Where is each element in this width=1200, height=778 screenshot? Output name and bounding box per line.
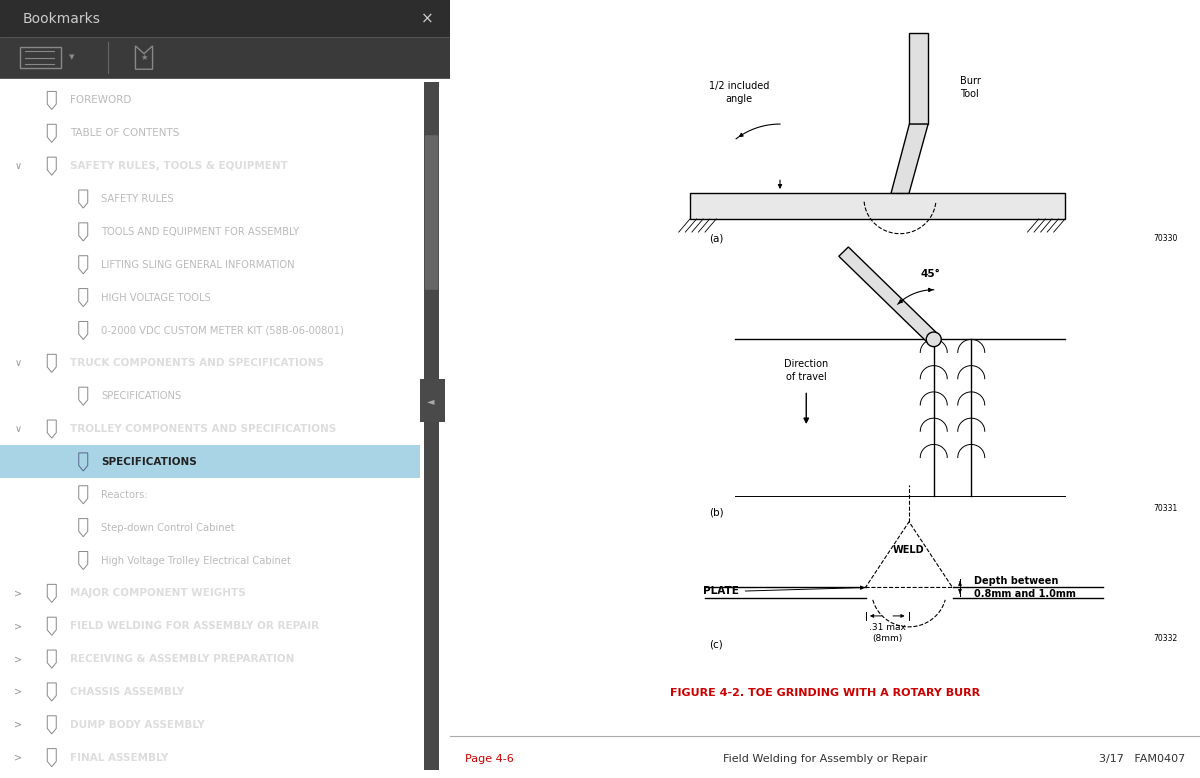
Text: SAFETY RULES: SAFETY RULES [101, 194, 174, 204]
Bar [910, 33, 928, 124]
Bar [0, 0, 450, 37]
Text: Depth between
0.8mm and 1.0mm: Depth between 0.8mm and 1.0mm [973, 576, 1075, 598]
Text: (b): (b) [709, 507, 724, 517]
Bar [425, 82, 439, 770]
Text: MAJOR COMPONENT WEIGHTS: MAJOR COMPONENT WEIGHTS [70, 588, 246, 598]
Text: Burr
Tool: Burr Tool [960, 76, 980, 99]
Text: ★: ★ [140, 53, 148, 62]
Text: TABLE OF CONTENTS: TABLE OF CONTENTS [70, 128, 179, 138]
Circle shape [926, 332, 941, 347]
Text: FOREWORD: FOREWORD [70, 96, 131, 106]
Text: SAFETY RULES, TOOLS & EQUIPMENT: SAFETY RULES, TOOLS & EQUIPMENT [70, 161, 288, 171]
Text: 45°: 45° [920, 268, 940, 279]
Polygon shape [839, 247, 938, 344]
Text: 3/17   FAM0407: 3/17 FAM0407 [1099, 754, 1186, 764]
Text: Page 4-6: Page 4-6 [466, 754, 514, 764]
Text: Step-down Control Cabinet: Step-down Control Cabinet [101, 523, 235, 533]
Text: >: > [14, 720, 22, 730]
Text: ×: × [421, 11, 434, 26]
FancyBboxPatch shape [425, 135, 438, 290]
Text: .31 max
(8mm): .31 max (8mm) [869, 623, 906, 643]
Bar [690, 194, 1066, 219]
Text: CHASSIS ASSEMBLY: CHASSIS ASSEMBLY [70, 687, 184, 697]
Text: 0-2000 VDC CUSTOM METER KIT (58B-06-00801): 0-2000 VDC CUSTOM METER KIT (58B-06-0080… [101, 325, 344, 335]
Text: SPECIFICATIONS: SPECIFICATIONS [101, 457, 197, 467]
Text: TOOLS AND EQUIPMENT FOR ASSEMBLY: TOOLS AND EQUIPMENT FOR ASSEMBLY [101, 227, 299, 237]
Bar [0, 37, 450, 78]
Text: ∨: ∨ [14, 424, 22, 434]
Text: Bookmarks: Bookmarks [23, 12, 101, 26]
Text: FINAL ASSEMBLY: FINAL ASSEMBLY [70, 752, 168, 762]
Text: TROLLEY COMPONENTS AND SPECIFICATIONS: TROLLEY COMPONENTS AND SPECIFICATIONS [70, 424, 336, 434]
FancyBboxPatch shape [420, 380, 445, 422]
Text: (a): (a) [709, 233, 724, 244]
Text: DUMP BODY ASSEMBLY: DUMP BODY ASSEMBLY [70, 720, 204, 730]
Text: 1/2 included
angle: 1/2 included angle [708, 81, 769, 103]
Text: ∨: ∨ [14, 359, 22, 368]
Text: ▾: ▾ [70, 53, 74, 62]
Text: Direction
of travel: Direction of travel [784, 359, 828, 382]
Text: FIELD WELDING FOR ASSEMBLY OR REPAIR: FIELD WELDING FOR ASSEMBLY OR REPAIR [70, 622, 319, 631]
Text: 70330: 70330 [1153, 233, 1177, 243]
Text: Reactors:: Reactors: [101, 490, 148, 499]
Text: FIGURE 4-2. TOE GRINDING WITH A ROTARY BURR: FIGURE 4-2. TOE GRINDING WITH A ROTARY B… [670, 689, 980, 699]
Text: ∨: ∨ [14, 161, 22, 171]
Text: >: > [14, 752, 22, 762]
Text: (c): (c) [709, 640, 722, 650]
Text: SPECIFICATIONS: SPECIFICATIONS [101, 391, 181, 401]
Text: RECEIVING & ASSEMBLY PREPARATION: RECEIVING & ASSEMBLY PREPARATION [70, 654, 294, 664]
Text: >: > [14, 654, 22, 664]
Text: TRUCK COMPONENTS AND SPECIFICATIONS: TRUCK COMPONENTS AND SPECIFICATIONS [70, 359, 324, 368]
Text: >: > [14, 622, 22, 631]
Bar [0, 446, 420, 478]
Text: HIGH VOLTAGE TOOLS: HIGH VOLTAGE TOOLS [101, 293, 211, 303]
Text: PLATE: PLATE [703, 586, 739, 596]
Text: >: > [14, 588, 22, 598]
Text: LIFTING SLING GENERAL INFORMATION: LIFTING SLING GENERAL INFORMATION [101, 260, 295, 270]
Text: >: > [14, 687, 22, 697]
Polygon shape [890, 124, 928, 194]
Text: ◄: ◄ [427, 396, 434, 405]
Text: 70331: 70331 [1153, 503, 1177, 513]
Text: Field Welding for Assembly or Repair: Field Welding for Assembly or Repair [722, 754, 928, 764]
Text: WELD: WELD [893, 545, 925, 555]
Text: 70332: 70332 [1153, 634, 1177, 643]
Text: High Voltage Trolley Electrical Cabinet: High Voltage Trolley Electrical Cabinet [101, 555, 292, 566]
